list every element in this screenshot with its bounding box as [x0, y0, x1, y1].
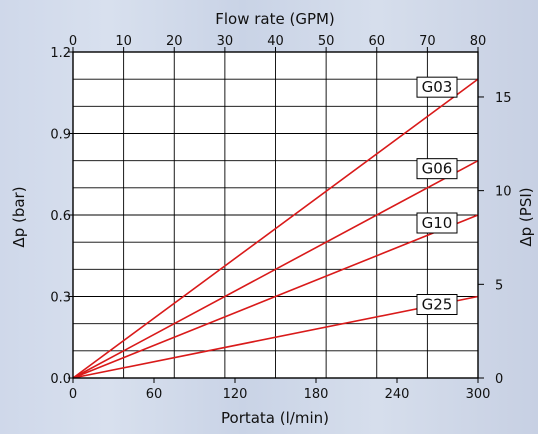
- bottom-tick-label: 60: [146, 387, 163, 402]
- top-tick-label: 80: [470, 34, 487, 49]
- top-tick-label: 70: [419, 34, 436, 49]
- right-axis-title: Δp (PSI): [517, 187, 535, 246]
- left-tick-label: 1.2: [50, 46, 71, 61]
- right-tick-label: 0: [495, 372, 503, 387]
- plot-frame: [68, 47, 484, 383]
- top-axis-title: Flow rate (GPM): [215, 10, 335, 28]
- left-axis-title: Δp (bar): [10, 186, 28, 247]
- top-tick-label: 0: [69, 34, 77, 49]
- series-label-g25: G25: [422, 296, 453, 314]
- top-tick-label: 50: [318, 34, 335, 49]
- top-tick-label: 30: [217, 34, 234, 49]
- bottom-axis-title: Portata (l/min): [221, 409, 329, 427]
- bottom-tick-label: 120: [223, 387, 248, 402]
- top-tick-label: 60: [368, 34, 385, 49]
- series-line-g10: [72, 214, 479, 379]
- top-tick-label: 40: [267, 34, 284, 49]
- left-tick-label: 0.0: [50, 372, 71, 387]
- series-labels: G03 G06 G10 G25: [416, 76, 458, 315]
- bottom-tick-label: 180: [304, 387, 329, 402]
- series-label-box-g10: [416, 212, 458, 234]
- top-tick-label: 20: [166, 34, 183, 49]
- series-line-g06: [72, 159, 479, 379]
- series-line-g03: [72, 78, 479, 379]
- left-tick-label: 0.3: [50, 291, 71, 306]
- right-tick-label: 15: [495, 91, 512, 106]
- series-label-box-g03: [416, 76, 458, 98]
- series-label-box-g25: [416, 294, 458, 315]
- top-tick-label: 10: [115, 34, 132, 49]
- left-tick-label: 0.6: [50, 209, 71, 224]
- right-tick-label: 10: [495, 185, 512, 200]
- series-label-g10: G10: [422, 214, 453, 232]
- series-lines: [72, 78, 479, 379]
- series-label-box-g06: [416, 158, 458, 180]
- left-tick-label: 0.9: [50, 128, 71, 143]
- series-label-g03: G03: [422, 78, 453, 96]
- bottom-tick-label: 300: [466, 387, 491, 402]
- bottom-tick-label: 240: [385, 387, 410, 402]
- series-line-g25: [72, 295, 479, 379]
- tick-labels: 0 10 20 30 40 50 60 70 800 60 120 180 240 3000.00.30.…: [50, 34, 511, 402]
- right-tick-label: 5: [495, 278, 503, 293]
- bottom-tick-label: 0: [69, 387, 77, 402]
- series-label-g06: G06: [422, 160, 453, 178]
